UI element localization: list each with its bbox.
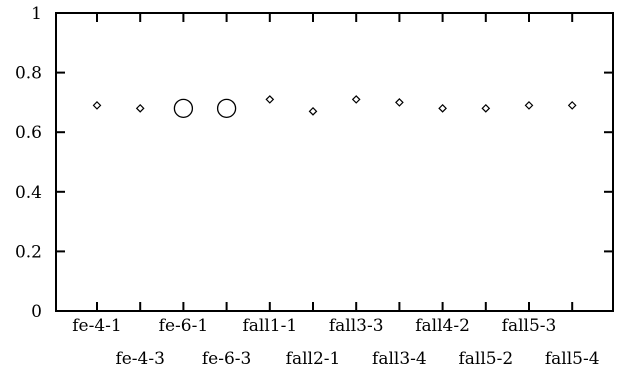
data-point-diamond <box>92 101 102 110</box>
y-tick-label: 0.6 <box>15 123 42 143</box>
data-point-diamond <box>135 104 145 113</box>
data-point-circle <box>216 98 237 119</box>
data-point-diamond <box>481 104 491 113</box>
x-tick-label: fall3-3 <box>329 316 384 336</box>
data-point-diamond <box>438 104 447 113</box>
plot-border <box>55 12 614 312</box>
data-markers <box>92 95 577 119</box>
x-tick-label: fe-4-3 <box>115 349 164 369</box>
x-tick-label: fall5-2 <box>458 349 513 369</box>
data-point-diamond <box>265 95 275 104</box>
x-tick-label: fe-6-3 <box>202 349 251 369</box>
x-tick-label: fall4-2 <box>415 316 470 336</box>
y-tick-label: 0.2 <box>15 242 42 262</box>
data-point-diamond <box>567 101 577 110</box>
y-axis: 0 0.2 0.4 0.6 0.8 1 <box>15 4 613 322</box>
x-tick-label: fall5-3 <box>502 316 557 336</box>
data-point-circle <box>173 98 194 119</box>
y-tick-label: 0.4 <box>15 183 42 203</box>
y-tick-label: 0 <box>31 302 42 322</box>
x-tick-label: fall5-4 <box>545 349 600 369</box>
x-tick-label: fall3-4 <box>372 349 427 369</box>
plot-frame <box>55 12 614 312</box>
x-axis: fe-4-1 fe-4-3 fe-6-1 fe-6-3 fall1-1 fall2-1 fa… <box>72 13 600 369</box>
x-tick-label: fall2-1 <box>286 349 341 369</box>
y-tick-label: 1 <box>31 4 42 24</box>
x-tick-label: fe-4-1 <box>72 316 121 336</box>
x-tick-label: fall1-1 <box>242 316 297 336</box>
data-point-diamond <box>308 106 318 116</box>
data-point-diamond <box>395 98 404 107</box>
y-tick-label: 0.8 <box>15 64 42 84</box>
data-point-diamond <box>351 95 361 104</box>
x-tick-label: fe-6-1 <box>159 316 208 336</box>
data-point-diamond <box>524 101 534 110</box>
